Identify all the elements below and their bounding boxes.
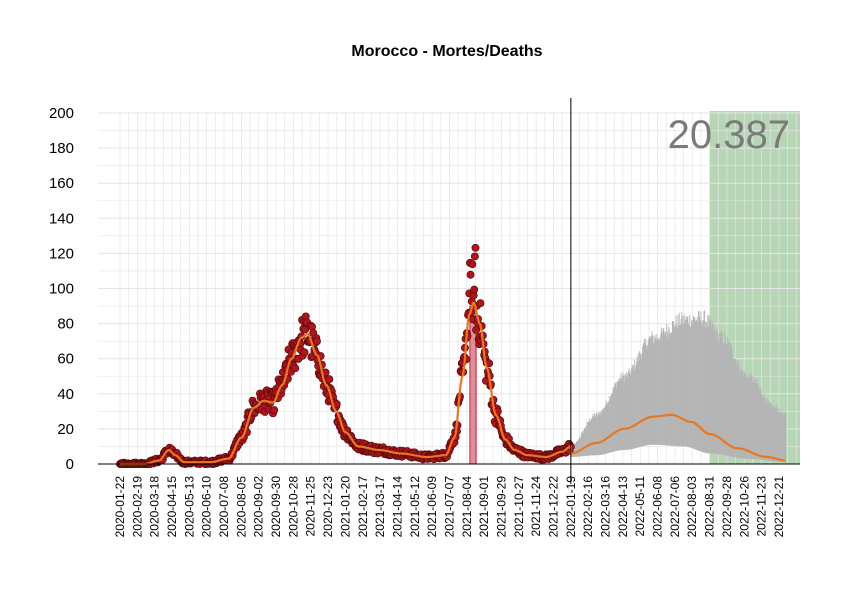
x-axis-ticks: 2020-01-22 2020-02-19 2020-03-18 2020-04-15… (113, 476, 786, 538)
x-tick-label: 2020-07-08 (217, 476, 231, 538)
x-tick-label: 2022-08-31 (703, 476, 717, 538)
x-tick-label: 2021-10-27 (512, 476, 526, 538)
x-tick-label: 2021-05-12 (408, 476, 422, 538)
x-tick-label: 2020-08-05 (234, 476, 248, 538)
x-tick-label: 2020-10-28 (286, 476, 300, 538)
x-tick-label: 2020-06-10 (200, 476, 214, 538)
x-tick-label: 2021-07-07 (443, 476, 457, 538)
x-tick-label: 2022-06-08 (651, 476, 665, 538)
forecast-band (570, 310, 787, 463)
data-point (291, 364, 300, 373)
x-tick-label: 2022-02-16 (581, 476, 595, 538)
y-tick-label: 140 (49, 210, 74, 227)
x-tick-label: 2022-08-03 (685, 476, 699, 538)
x-tick-label: 2020-09-30 (269, 476, 283, 538)
smooth-line-layer (120, 301, 786, 466)
data-point (466, 270, 475, 279)
y-tick-label: 0 (66, 456, 74, 473)
data-point (300, 348, 309, 357)
x-tick-label: 2022-10-26 (737, 476, 751, 538)
x-tick-label: 2021-03-17 (373, 476, 387, 538)
x-tick-label: 2022-04-13 (616, 476, 630, 538)
data-point (471, 243, 480, 252)
data-point (468, 260, 477, 269)
y-tick-label: 80 (57, 316, 74, 333)
x-tick-label: 2022-12-21 (772, 476, 786, 538)
x-tick-label: 2020-09-02 (252, 476, 266, 538)
x-tick-label: 2022-05-11 (633, 476, 647, 537)
y-tick-label: 120 (49, 245, 74, 262)
x-tick-label: 2020-11-25 (304, 476, 318, 537)
smooth-line (120, 301, 786, 466)
x-tick-label: 2022-03-16 (599, 476, 613, 538)
chart-title: Morocco - Mortes/Deaths (351, 43, 542, 60)
x-tick-label: 2021-04-14 (390, 476, 404, 538)
y-axis-ticks: 0 20 40 60 80 100 120 140 160 180 200 (49, 105, 74, 473)
y-tick-label: 40 (57, 386, 74, 403)
x-tick-label: 2022-09-28 (720, 476, 734, 538)
data-point (470, 252, 479, 261)
x-tick-label: 2020-12-23 (321, 476, 335, 538)
x-tick-label: 2020-01-22 (113, 476, 127, 538)
x-tick-label: 2021-06-09 (425, 476, 439, 538)
y-tick-label: 20 (57, 421, 74, 438)
x-tick-label: 2021-09-29 (495, 476, 509, 538)
data-point (270, 406, 279, 415)
data-points (116, 243, 575, 468)
y-tick-label: 180 (49, 140, 74, 157)
axes (98, 98, 800, 484)
data-point (312, 337, 321, 346)
x-tick-label: 2021-08-04 (460, 476, 474, 538)
x-tick-label: 2022-01-19 (564, 476, 578, 538)
data-point (325, 375, 334, 384)
x-tick-label: 2021-02-17 (356, 476, 370, 538)
x-tick-label: 2022-11-23 (755, 476, 769, 537)
x-tick-label: 2021-01-20 (338, 476, 352, 538)
y-tick-label: 160 (49, 175, 74, 192)
forecast-total-label: 20.387 (668, 113, 790, 157)
data-point (472, 326, 481, 334)
data-point (476, 299, 485, 308)
y-tick-label: 200 (49, 105, 74, 122)
x-tick-label: 2020-03-18 (148, 476, 162, 538)
x-tick-label: 2020-04-15 (165, 476, 179, 538)
x-tick-label: 2021-11-24 (529, 476, 543, 537)
y-tick-label: 100 (49, 281, 74, 298)
data-point (470, 285, 479, 294)
x-tick-label: 2020-05-13 (182, 476, 196, 538)
y-tick-label: 60 (57, 351, 74, 368)
x-tick-label: 2021-09-01 (477, 476, 491, 538)
x-tick-label: 2021-12-22 (547, 476, 561, 538)
x-tick-label: 2022-07-06 (668, 476, 682, 538)
grid (98, 112, 800, 465)
x-tick-label: 2020-02-19 (130, 476, 144, 538)
